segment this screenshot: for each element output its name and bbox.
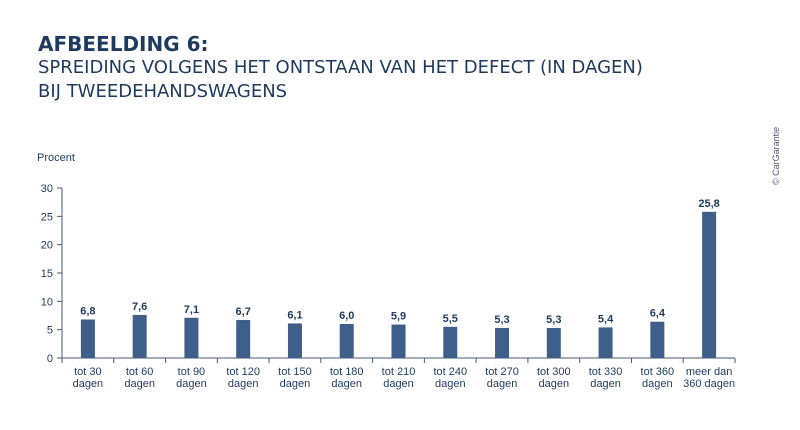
x-tick-label: tot 240 — [433, 366, 467, 378]
data-label: 7,1 — [184, 304, 199, 316]
x-tick-label: meer dan — [686, 366, 732, 378]
data-label: 5,3 — [546, 314, 561, 326]
chart-title-line-1: SPREIDING VOLGENS HET ONTSTAAN VAN HET D… — [38, 57, 643, 78]
x-tick-label: dagen — [642, 378, 673, 390]
x-tick-label: dagen — [73, 378, 104, 390]
data-label: 6,7 — [236, 306, 251, 318]
x-tick-label: tot 150 — [278, 366, 312, 378]
x-tick-label: dagen — [539, 378, 570, 390]
data-label: 6,0 — [339, 310, 354, 322]
x-tick-label: tot 270 — [485, 366, 519, 378]
data-label: 25,8 — [698, 198, 719, 210]
data-label: 6,8 — [80, 305, 95, 317]
bar — [287, 323, 302, 358]
data-label: 7,6 — [132, 301, 147, 313]
x-tick-label: dagen — [383, 378, 414, 390]
x-tick-label: tot 30 — [74, 366, 102, 378]
bar — [702, 211, 717, 358]
bar — [546, 327, 561, 358]
x-tick-label: dagen — [331, 378, 362, 390]
x-tick-label: tot 330 — [589, 366, 623, 378]
x-tick-label: tot 120 — [226, 366, 260, 378]
chart-figure-number: AFBEELDING 6: — [38, 32, 209, 56]
bar — [598, 327, 613, 358]
x-tick-label: dagen — [280, 378, 311, 390]
bar — [650, 321, 665, 358]
data-label: 5,5 — [443, 313, 458, 325]
bar — [495, 327, 510, 358]
x-tick-label: 360 dagen — [683, 378, 735, 390]
bar — [339, 324, 354, 358]
x-tick-label: dagen — [590, 378, 621, 390]
chart-heading: AFBEELDING 6: SPREIDING VOLGENS HET ONTS… — [38, 32, 643, 104]
data-label: 6,4 — [650, 308, 666, 320]
data-label: 5,4 — [598, 313, 614, 325]
bar — [132, 314, 147, 358]
bar — [236, 320, 251, 358]
x-tick-label: tot 180 — [330, 366, 364, 378]
x-tick-label: dagen — [124, 378, 155, 390]
y-tick-label: 25 — [41, 211, 53, 223]
x-tick-label: dagen — [176, 378, 207, 390]
data-label: 5,3 — [494, 314, 509, 326]
y-tick-label: 15 — [41, 268, 53, 280]
x-tick-label: dagen — [435, 378, 466, 390]
bar — [443, 326, 458, 358]
y-tick-label: 20 — [41, 240, 53, 252]
y-axis-label: Procent — [37, 152, 75, 164]
chart-title-line-2: BIJ TWEEDEHANDSWAGENS — [38, 81, 288, 102]
bar — [80, 319, 95, 358]
y-tick-label: 0 — [47, 353, 53, 365]
x-tick-label: tot 360 — [641, 366, 675, 378]
x-tick-label: tot 210 — [382, 366, 416, 378]
x-tick-label: tot 300 — [537, 366, 571, 378]
data-label: 6,1 — [287, 309, 302, 321]
x-tick-label: tot 60 — [126, 366, 154, 378]
x-tick-label: dagen — [487, 378, 518, 390]
bar — [391, 324, 406, 358]
x-tick-label: dagen — [228, 378, 259, 390]
data-label: 5,9 — [391, 311, 406, 323]
y-tick-label: 5 — [47, 325, 53, 337]
x-tick-label: tot 90 — [178, 366, 206, 378]
bar — [184, 317, 199, 358]
y-tick-label: 30 — [41, 183, 53, 195]
copyright-note: © CarGarantie — [771, 126, 781, 185]
y-tick-label: 10 — [41, 296, 53, 308]
